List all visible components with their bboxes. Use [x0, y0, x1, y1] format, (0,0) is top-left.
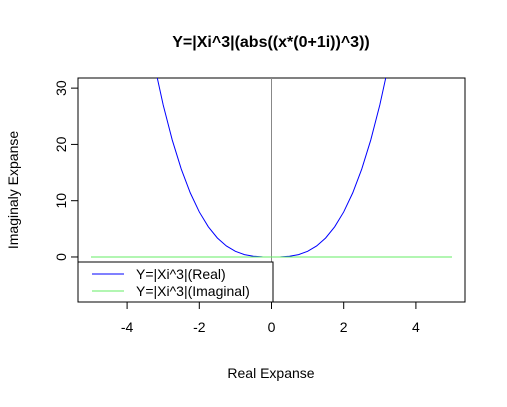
chart-title: Y=|Xi^3|(abs((x*(0+1i))^3))	[172, 34, 369, 51]
y-tick-label: 20	[53, 136, 69, 152]
legend-label: Y=|Xi^3|(Real)	[136, 266, 226, 282]
legend-box	[77, 261, 274, 303]
x-tick-label: 4	[412, 319, 420, 335]
y-tick-label: 10	[53, 193, 69, 209]
x-tick-label: 0	[268, 319, 276, 335]
legend-label: Y=|Xi^3|(Imaginal)	[136, 283, 250, 299]
x-tick-label: -4	[121, 319, 134, 335]
y-tick-label: 0	[53, 253, 69, 261]
y-tick-label: 30	[53, 80, 69, 96]
x-tick-label: 2	[340, 319, 348, 335]
y-axis-label: Imaginaly Expanse	[5, 131, 21, 250]
x-tick-label: -2	[193, 319, 206, 335]
x-axis-label: Real Expanse	[227, 365, 314, 381]
